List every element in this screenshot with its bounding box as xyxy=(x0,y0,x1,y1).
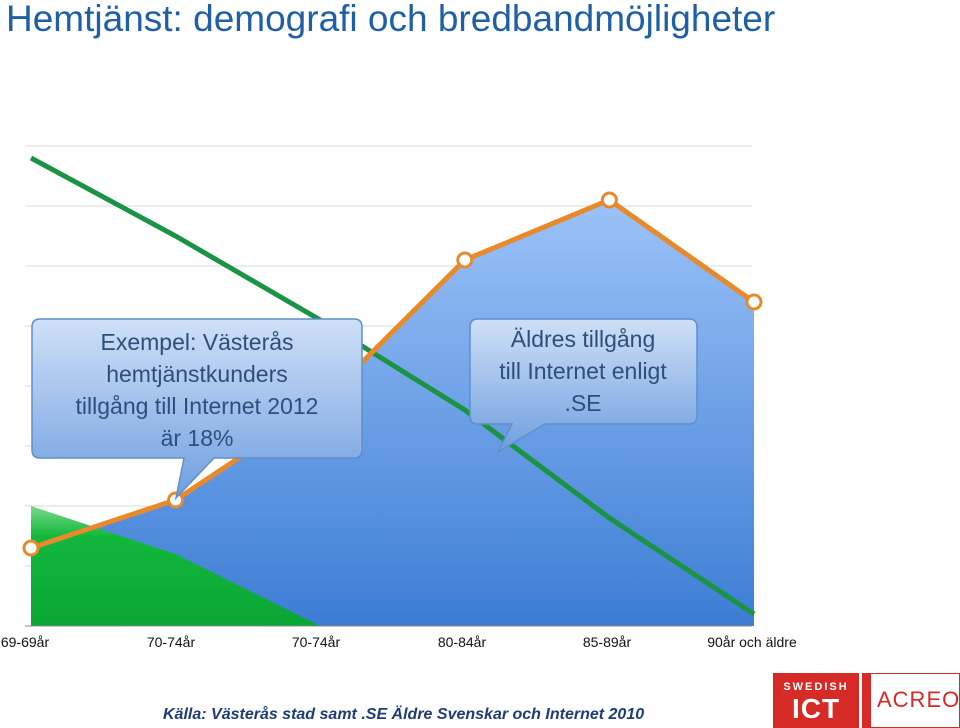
data-point-marker xyxy=(22,539,40,557)
acreo-logo-text: ACREO xyxy=(877,687,960,712)
acreo-logo: ACREO xyxy=(862,673,960,728)
callout-se-shape xyxy=(469,318,698,454)
data-point-marker xyxy=(745,293,763,311)
swedish-ict-logo-small: SWEDISH xyxy=(783,681,849,693)
data-point-marker xyxy=(456,251,474,269)
x-tick-label: 80-84år xyxy=(438,634,487,650)
callout-vasteras-line-4: är 18% xyxy=(161,425,234,451)
callout-se-line-2: till Internet enligt xyxy=(499,358,667,384)
callout-vasteras-line-1: Exempel: Västerås xyxy=(100,329,293,355)
acreo-logo-bar xyxy=(863,674,871,727)
x-tick-label: 69-69år xyxy=(1,634,50,650)
callout-vasteras-line-2: hemtjänstkunders xyxy=(106,361,288,387)
x-tick-label: 70-74år xyxy=(292,634,341,650)
data-point-marker xyxy=(167,491,185,509)
page-title: Hemtjänst: demografi och bredbandmöjligh… xyxy=(6,0,776,39)
orange-line xyxy=(30,197,756,551)
callout-se: Äldres tillgång till Internet enligt .SE xyxy=(469,318,698,454)
data-point-marker xyxy=(600,191,618,209)
callout-se-line-3: .SE xyxy=(564,390,601,416)
x-tick-label: 70-74år xyxy=(147,634,196,650)
green-line xyxy=(29,155,756,617)
x-tick-label: 90år och äldre xyxy=(707,634,797,650)
callout-vasteras-line-3: tillgång till Internet 2012 xyxy=(76,393,319,419)
x-tick-label: 85-89år xyxy=(583,634,632,650)
callout-se-line-1: Äldres tillgång xyxy=(511,326,655,352)
swedish-ict-logo: SWEDISH ICT xyxy=(773,673,859,728)
x-tick-labels: 69-69år 70-74år 70-74år 80-84år 85-89år 90år … xyxy=(1,634,797,650)
blue-area xyxy=(31,200,754,626)
green-area xyxy=(31,506,321,626)
callout-vasteras: Exempel: Västerås hemtjänstkunders tillg… xyxy=(31,318,363,501)
swedish-ict-logo-big: ICT xyxy=(791,693,841,724)
source-text: Källa: Västerås stad samt .SE Äldre Sven… xyxy=(163,706,645,723)
callout-vasteras-shape xyxy=(31,318,363,501)
chart: 69-69år 70-74år 70-74år 80-84år 85-89år 90år … xyxy=(1,145,797,650)
